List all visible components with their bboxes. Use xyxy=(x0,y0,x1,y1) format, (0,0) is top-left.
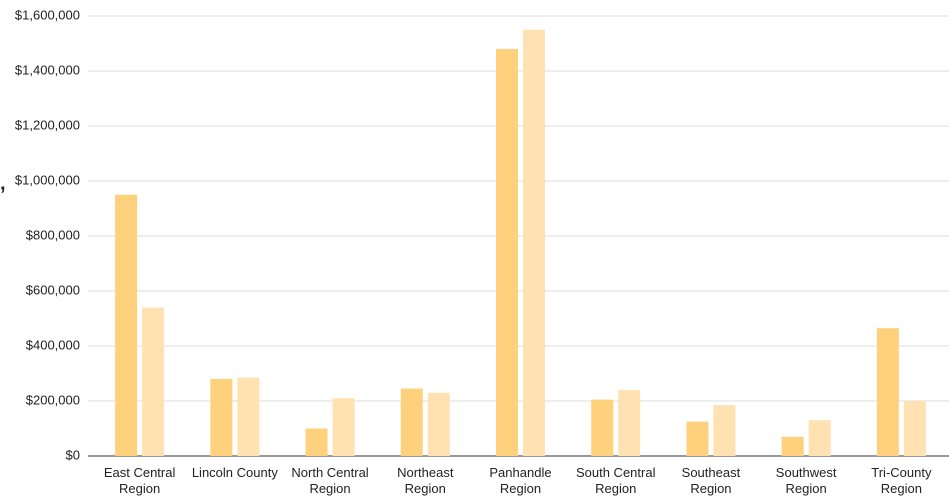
y-tick-label: $600,000 xyxy=(26,282,80,297)
y-tick-label: $1,200,000 xyxy=(15,117,80,132)
x-tick-label: Lincoln County xyxy=(191,465,278,480)
bar xyxy=(618,390,641,456)
y-tick-label: $400,000 xyxy=(26,337,80,352)
bar xyxy=(237,377,260,456)
bar xyxy=(808,420,831,456)
bar xyxy=(427,392,450,456)
x-tick-label: East Central Region xyxy=(103,465,176,496)
bar xyxy=(876,328,899,456)
bar xyxy=(781,436,804,456)
bar xyxy=(591,399,614,456)
y-axis-label: , xyxy=(0,172,6,194)
x-tick-label: Northeast Region xyxy=(397,465,454,496)
y-tick-label: $800,000 xyxy=(26,227,80,242)
bar xyxy=(142,307,165,456)
x-tick-label: North Central Region xyxy=(291,465,369,496)
x-tick-label: South Central Region xyxy=(575,465,656,496)
x-tick-label: Southwest Region xyxy=(775,465,837,496)
y-tick-label: $0 xyxy=(66,447,80,462)
y-tick-label: $1,000,000 xyxy=(15,172,80,187)
y-tick-label: $1,600,000 xyxy=(15,7,80,22)
bar xyxy=(210,379,233,456)
bar xyxy=(400,388,423,456)
x-tick-label: Panhandle Region xyxy=(489,465,552,496)
bar xyxy=(713,405,736,456)
bar xyxy=(332,398,355,456)
bar xyxy=(686,421,709,456)
bar xyxy=(305,428,328,456)
bar xyxy=(523,29,545,456)
x-tick-label: Tri-County Region xyxy=(871,465,932,496)
bar xyxy=(115,194,138,456)
y-tick-label: $200,000 xyxy=(26,392,80,407)
y-tick-label: $1,400,000 xyxy=(15,62,80,77)
bar xyxy=(496,49,518,456)
x-tick-label: Southeast Region xyxy=(681,465,741,496)
bar xyxy=(903,401,926,456)
